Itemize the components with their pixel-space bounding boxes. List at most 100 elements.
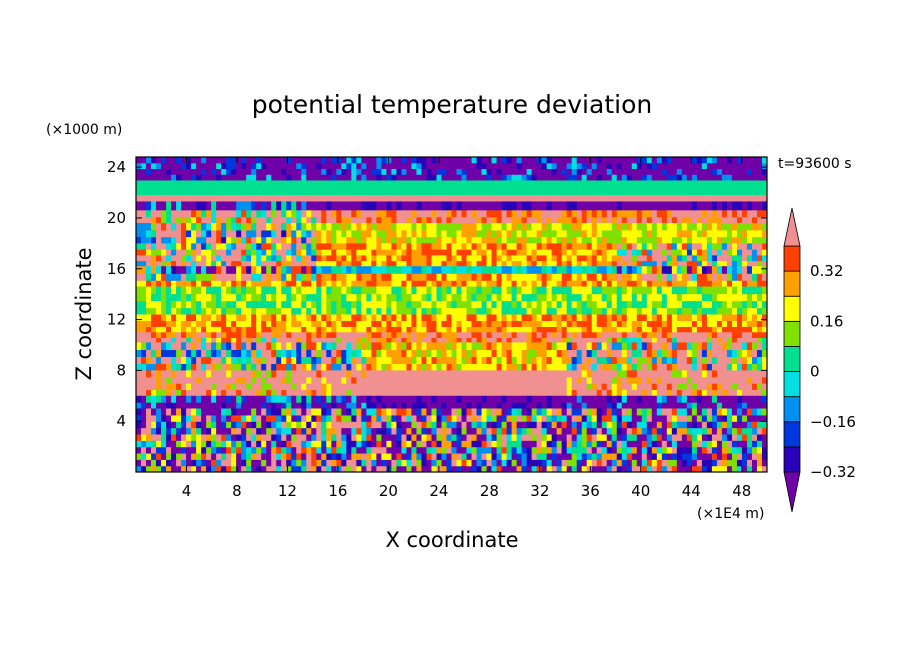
field-cell [376,465,382,472]
field-cell [551,273,558,281]
field-cell [711,280,718,288]
field-cell [591,363,598,371]
field-cell [461,201,468,211]
field-cell [476,162,483,170]
field-cell [341,320,347,327]
field-cell [606,356,613,365]
field-cell [441,383,448,391]
field-cell [486,168,493,175]
field-cell [181,332,187,338]
field-cell [721,236,728,244]
field-cell [556,229,563,238]
field-cell [186,332,192,338]
field-cell [226,395,232,403]
field-cell [456,293,463,302]
field-cell [761,363,767,371]
field-cell [466,320,473,327]
field-cell [611,201,618,211]
field-cell [541,376,548,384]
field-cell [331,266,337,275]
field-cell [586,280,593,288]
field-cell [231,389,237,397]
field-cell [481,223,488,231]
field-cell [471,162,478,170]
field-cell [551,293,558,302]
field-cell [686,320,693,327]
field-cell [416,223,423,231]
field-cell [296,465,302,472]
field-cell [486,280,493,288]
field-cell [481,201,488,211]
field-cell [601,356,608,365]
field-cell [596,376,603,384]
field-cell [611,229,618,238]
field-cell [631,389,638,397]
field-cell [286,162,292,170]
field-cell [601,210,608,218]
field-cell [501,320,508,327]
field-cell [476,254,483,262]
field-cell [661,195,668,203]
field-cell [691,229,698,238]
field-cell [516,332,523,338]
field-cell [706,210,713,218]
field-cell [466,395,473,403]
field-cell [526,280,533,288]
field-cell [586,210,593,218]
field-cell [616,266,623,275]
field-cell [686,326,693,333]
field-cell [471,229,478,238]
field-cell [471,370,478,378]
field-cell [271,174,277,181]
field-cell [381,376,387,384]
field-cell [186,201,192,211]
field-cell [221,320,227,327]
field-cell [371,229,377,238]
field-cell [331,307,337,316]
field-cell [556,201,563,211]
field-cell [261,266,267,275]
field-cell [701,300,708,309]
field-cell [491,337,498,344]
field-cell [331,452,337,460]
field-cell [136,210,142,218]
field-cell [541,286,548,295]
field-cell [446,342,453,351]
field-cell [706,254,713,262]
field-cell [586,174,593,181]
field-cell [266,273,272,281]
field-cell [206,300,212,309]
field-cell [701,356,708,365]
field-cell [671,223,678,231]
field-cell [401,356,408,365]
field-cell [731,260,738,267]
field-cell [741,157,748,164]
field-cell [476,465,483,472]
field-cell [241,201,247,211]
field-cell [421,201,428,211]
field-cell [666,216,673,224]
field-cell [221,157,227,164]
field-cell [316,249,322,256]
field-cell [191,402,197,410]
field-cell [521,342,528,351]
field-cell [416,273,423,281]
field-cell [646,223,653,231]
field-cell [696,216,703,224]
field-cell [516,326,523,333]
field-cell [591,459,598,467]
field-cell [256,356,262,365]
field-cell [716,395,723,403]
field-cell [416,332,423,338]
field-cell [161,266,167,275]
field-cell [476,201,483,211]
field-cell [226,376,232,384]
field-cell [306,236,312,244]
field-cell [501,223,508,231]
field-cell [726,293,733,302]
field-cell [661,332,668,338]
field-cell [686,249,693,256]
field-cell [536,459,543,467]
field-cell [651,337,658,344]
field-cell [361,249,367,256]
